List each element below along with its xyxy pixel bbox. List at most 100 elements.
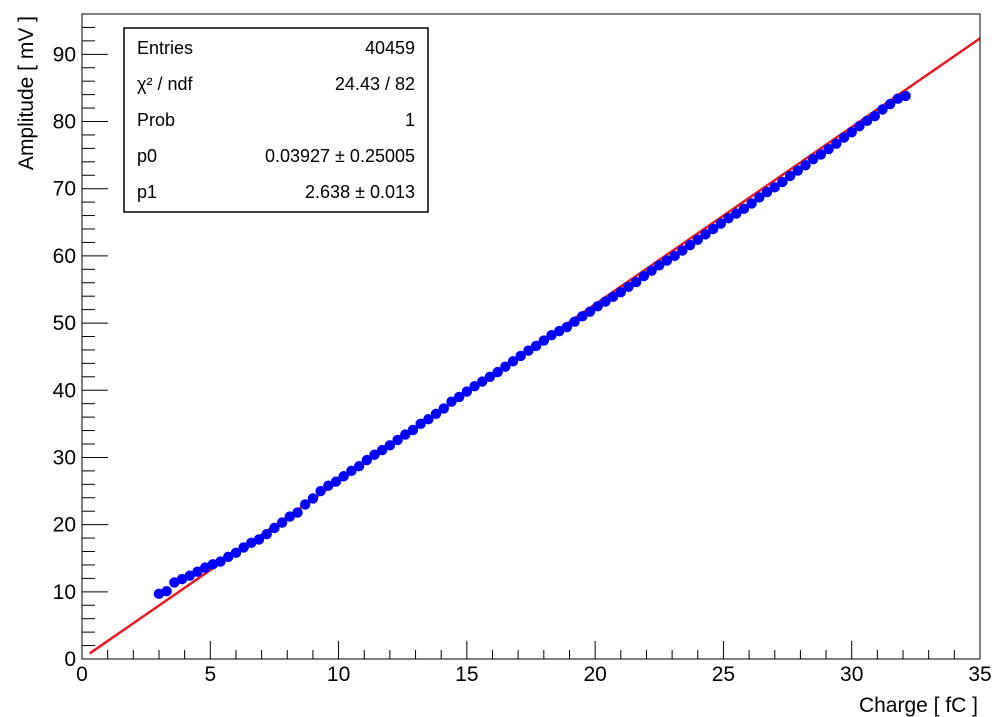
y-tick-label: 0 (64, 648, 76, 671)
data-point (407, 424, 419, 436)
data-point (507, 356, 519, 367)
data-point (877, 104, 888, 115)
stats-label: p0 (137, 146, 157, 166)
y-tick-label: 90 (53, 43, 76, 66)
data-point (630, 276, 642, 288)
data-point (869, 110, 881, 122)
data-point (684, 239, 696, 251)
data-point (523, 345, 534, 356)
data-point (392, 434, 403, 446)
stats-box-border (123, 27, 429, 213)
data-point (430, 408, 442, 419)
data-point (808, 153, 819, 165)
data-point (546, 329, 557, 341)
data-point (746, 198, 757, 209)
data-point (784, 170, 796, 182)
data-point (646, 265, 657, 276)
data-point (253, 534, 265, 545)
data-point (831, 138, 842, 149)
x-tick-label: 30 (840, 663, 863, 686)
data-point (215, 556, 226, 567)
data-point (453, 391, 465, 403)
data-point (330, 476, 342, 487)
data-point (515, 350, 526, 362)
data-point (400, 429, 411, 440)
data-point (269, 522, 280, 534)
data-point (623, 281, 634, 292)
data-point (838, 132, 850, 143)
data-points (153, 90, 911, 600)
data-point (754, 192, 765, 203)
data-point (823, 143, 834, 155)
data-point (238, 542, 249, 553)
data-point (692, 234, 703, 245)
stats-label: Entries (137, 38, 193, 58)
data-point (561, 321, 573, 333)
stats-box: Entries 40459 χ² / ndf 24.43 / 82 Prob 1 p0 0.0… (123, 27, 429, 213)
data-point (223, 551, 234, 563)
data-point (615, 286, 626, 298)
data-point (638, 270, 650, 282)
data-point (477, 376, 488, 387)
stats-value: 1 (405, 110, 415, 130)
data-point (554, 325, 565, 337)
data-point (338, 471, 349, 482)
data-point (161, 585, 172, 597)
data-point (284, 511, 296, 522)
data-point (815, 149, 827, 160)
data-point (461, 386, 473, 397)
data-point (677, 245, 688, 256)
data-point (307, 493, 319, 504)
data-point (715, 218, 727, 229)
data-point (423, 413, 434, 425)
x-tick-label: 5 (204, 663, 216, 686)
data-point (376, 444, 388, 456)
data-point (484, 371, 496, 383)
data-point (184, 570, 195, 581)
data-point (900, 90, 911, 102)
data-point (769, 182, 780, 193)
data-point (654, 260, 665, 271)
data-point (361, 454, 372, 466)
data-point (731, 208, 742, 219)
data-point (315, 485, 326, 497)
y-tick-label: 10 (53, 581, 76, 604)
data-point (661, 255, 673, 266)
data-point (538, 335, 550, 346)
y-tick-label: 20 (53, 514, 76, 537)
data-point (592, 301, 603, 312)
data-point (707, 223, 719, 235)
data-point (353, 460, 365, 472)
x-tick-label: 10 (327, 663, 350, 686)
stats-value: 0.03927 ± 0.25005 (265, 146, 415, 166)
y-tick-label: 40 (53, 379, 76, 402)
data-point (861, 115, 873, 127)
data-point (584, 306, 596, 317)
data-point (777, 176, 788, 188)
data-point (415, 418, 426, 430)
x-tick-label: 15 (455, 663, 478, 686)
stats-label: χ² / ndf (137, 74, 193, 94)
x-axis-title: Charge [ fC ] (859, 694, 978, 717)
data-point (885, 98, 896, 110)
x-tick-label: 20 (583, 663, 606, 686)
data-point (346, 465, 357, 477)
data-point (261, 528, 272, 540)
stats-label: p1 (137, 182, 157, 202)
data-point (700, 229, 711, 240)
data-point (577, 311, 588, 322)
data-point (792, 165, 804, 176)
data-point (323, 480, 334, 491)
stats-rows: Entries 40459 χ² / ndf 24.43 / 82 Prob 1 p0 0.0… (137, 38, 415, 202)
y-axis-title: Amplitude [ mV ] (15, 16, 38, 170)
data-point (569, 316, 580, 327)
y-tick-label: 30 (53, 446, 76, 469)
data-point (600, 296, 611, 307)
data-point (500, 361, 511, 372)
y-tick-label: 70 (53, 178, 76, 201)
data-point (607, 291, 619, 303)
data-point (723, 213, 734, 224)
data-point (846, 127, 857, 138)
stats-value: 24.43 / 82 (335, 74, 415, 94)
